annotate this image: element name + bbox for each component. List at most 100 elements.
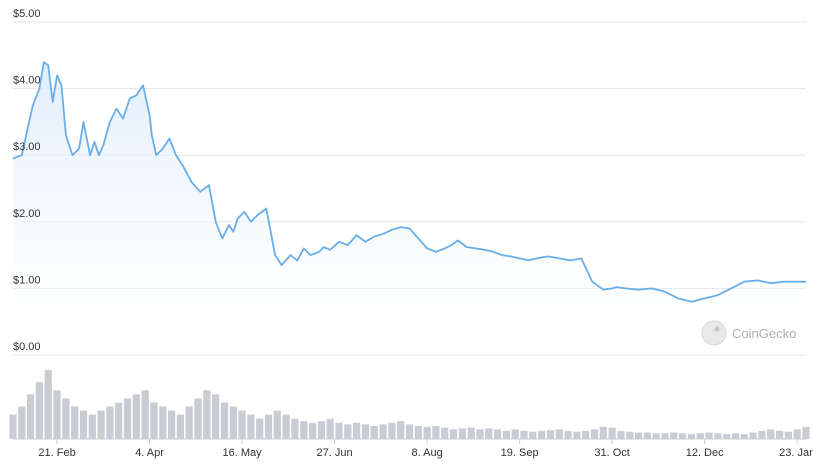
volume-bar [141,390,149,439]
volume-bar [776,430,784,439]
volume-bar [617,430,625,439]
volume-bar [608,427,616,439]
volume-bar [573,431,581,439]
volume-bar [123,398,132,439]
y-tick-label: $3.00 [13,141,41,153]
volume-bar [282,414,290,439]
x-axis-ticks: 21. Feb 4. Apr 16. May 27. Jun 8. Aug 19. Sep… [38,439,813,459]
x-tick-label: 19. Sep [501,447,539,459]
y-tick-label: $5.00 [13,8,41,20]
volume-bar [370,426,378,439]
coingecko-watermark: CoinGecko [701,320,796,346]
volume-bar [511,429,519,439]
y-tick-label: $2.00 [13,208,41,220]
volume-bar [220,402,229,439]
volume-bar [132,394,140,439]
volume-bar [229,406,237,439]
volume-bar [802,426,810,439]
volume-bar [679,433,687,439]
volume-bar [449,429,458,439]
volume-bar [353,422,361,439]
volume-bar [670,432,678,439]
volume-bar [97,410,105,439]
volume-bar [194,398,202,439]
volume-bar [643,432,651,439]
volume-bar [344,424,352,439]
volume-bar [441,427,449,439]
volume-bar [458,428,466,439]
volume-bar [247,414,255,439]
volume-bar [520,430,528,439]
volume-bar [652,433,660,439]
price-line [12,61,806,303]
volume-bar [88,414,96,439]
volume-bar [494,429,502,439]
x-tick-label: 12. Dec [686,447,724,459]
price-area-fill [13,62,806,355]
y-axis-ticks: $0.00 $1.00 $2.00 $3.00 $4.00 $5.00 [13,8,41,353]
volume-bar [467,427,475,439]
volume-bar [388,422,396,439]
volume-bar [714,433,722,439]
watermark-text: CoinGecko [732,326,796,341]
volume-bar [379,424,387,439]
volume-bar [335,422,343,439]
volume-bar [529,431,537,439]
volume-bar [546,430,555,439]
volume-bar [582,430,590,439]
volume-bar [590,429,599,439]
x-tick-label: 27. Jun [317,447,353,459]
volume-bar [203,390,211,439]
volume-bar [115,402,123,439]
volume-bar [309,422,317,439]
y-tick-label: $4.00 [13,75,41,87]
volume-bar [176,414,184,439]
volume-bar [35,382,43,439]
volume-bar [432,426,440,439]
volume-bar [555,429,563,439]
volume-bar [538,430,546,439]
volume-bar [405,424,414,439]
x-tick-label: 31. Oct [594,447,629,459]
price-area [13,62,806,355]
volume-bar [273,410,281,439]
volume-bar [476,429,484,439]
volume-bar [626,431,634,439]
volume-bar [502,430,510,439]
volume-bar [326,418,334,439]
volume-bar [62,398,70,439]
y-tick-label: $1.00 [13,274,41,286]
volume-bar [150,402,158,439]
volume-bar [758,430,766,439]
volume-bar [696,433,704,439]
volume-bar [317,421,325,439]
volume-bar [705,432,713,439]
gecko-logo-icon [701,320,727,346]
volume-bar [793,429,801,439]
y-tick-label: $0.00 [13,341,41,353]
volume-bar [44,370,52,439]
volume-bar [767,429,775,439]
volume-bar [485,428,493,439]
gecko-eye-icon [714,326,720,332]
volume-bar [599,426,607,439]
volume-bar [291,418,299,439]
volume-bar [256,418,264,439]
volume-bar [264,414,273,439]
volume-bar [79,410,88,439]
volume-bar [564,430,572,439]
volume-bar [661,433,669,439]
volume-bar [238,410,246,439]
volume-bar [723,434,731,439]
volume-bar [18,406,26,439]
volume-bar [168,410,176,439]
x-tick-label: 23. Jan [779,447,813,459]
x-tick-label: 4. Apr [135,447,164,459]
volume-bar [784,431,792,439]
volume-bar [300,421,308,439]
volume-bar [27,394,35,439]
volume-bar [687,434,695,439]
volume-bar [749,432,757,439]
volume-bar [9,414,17,439]
volume-bar [397,421,405,439]
